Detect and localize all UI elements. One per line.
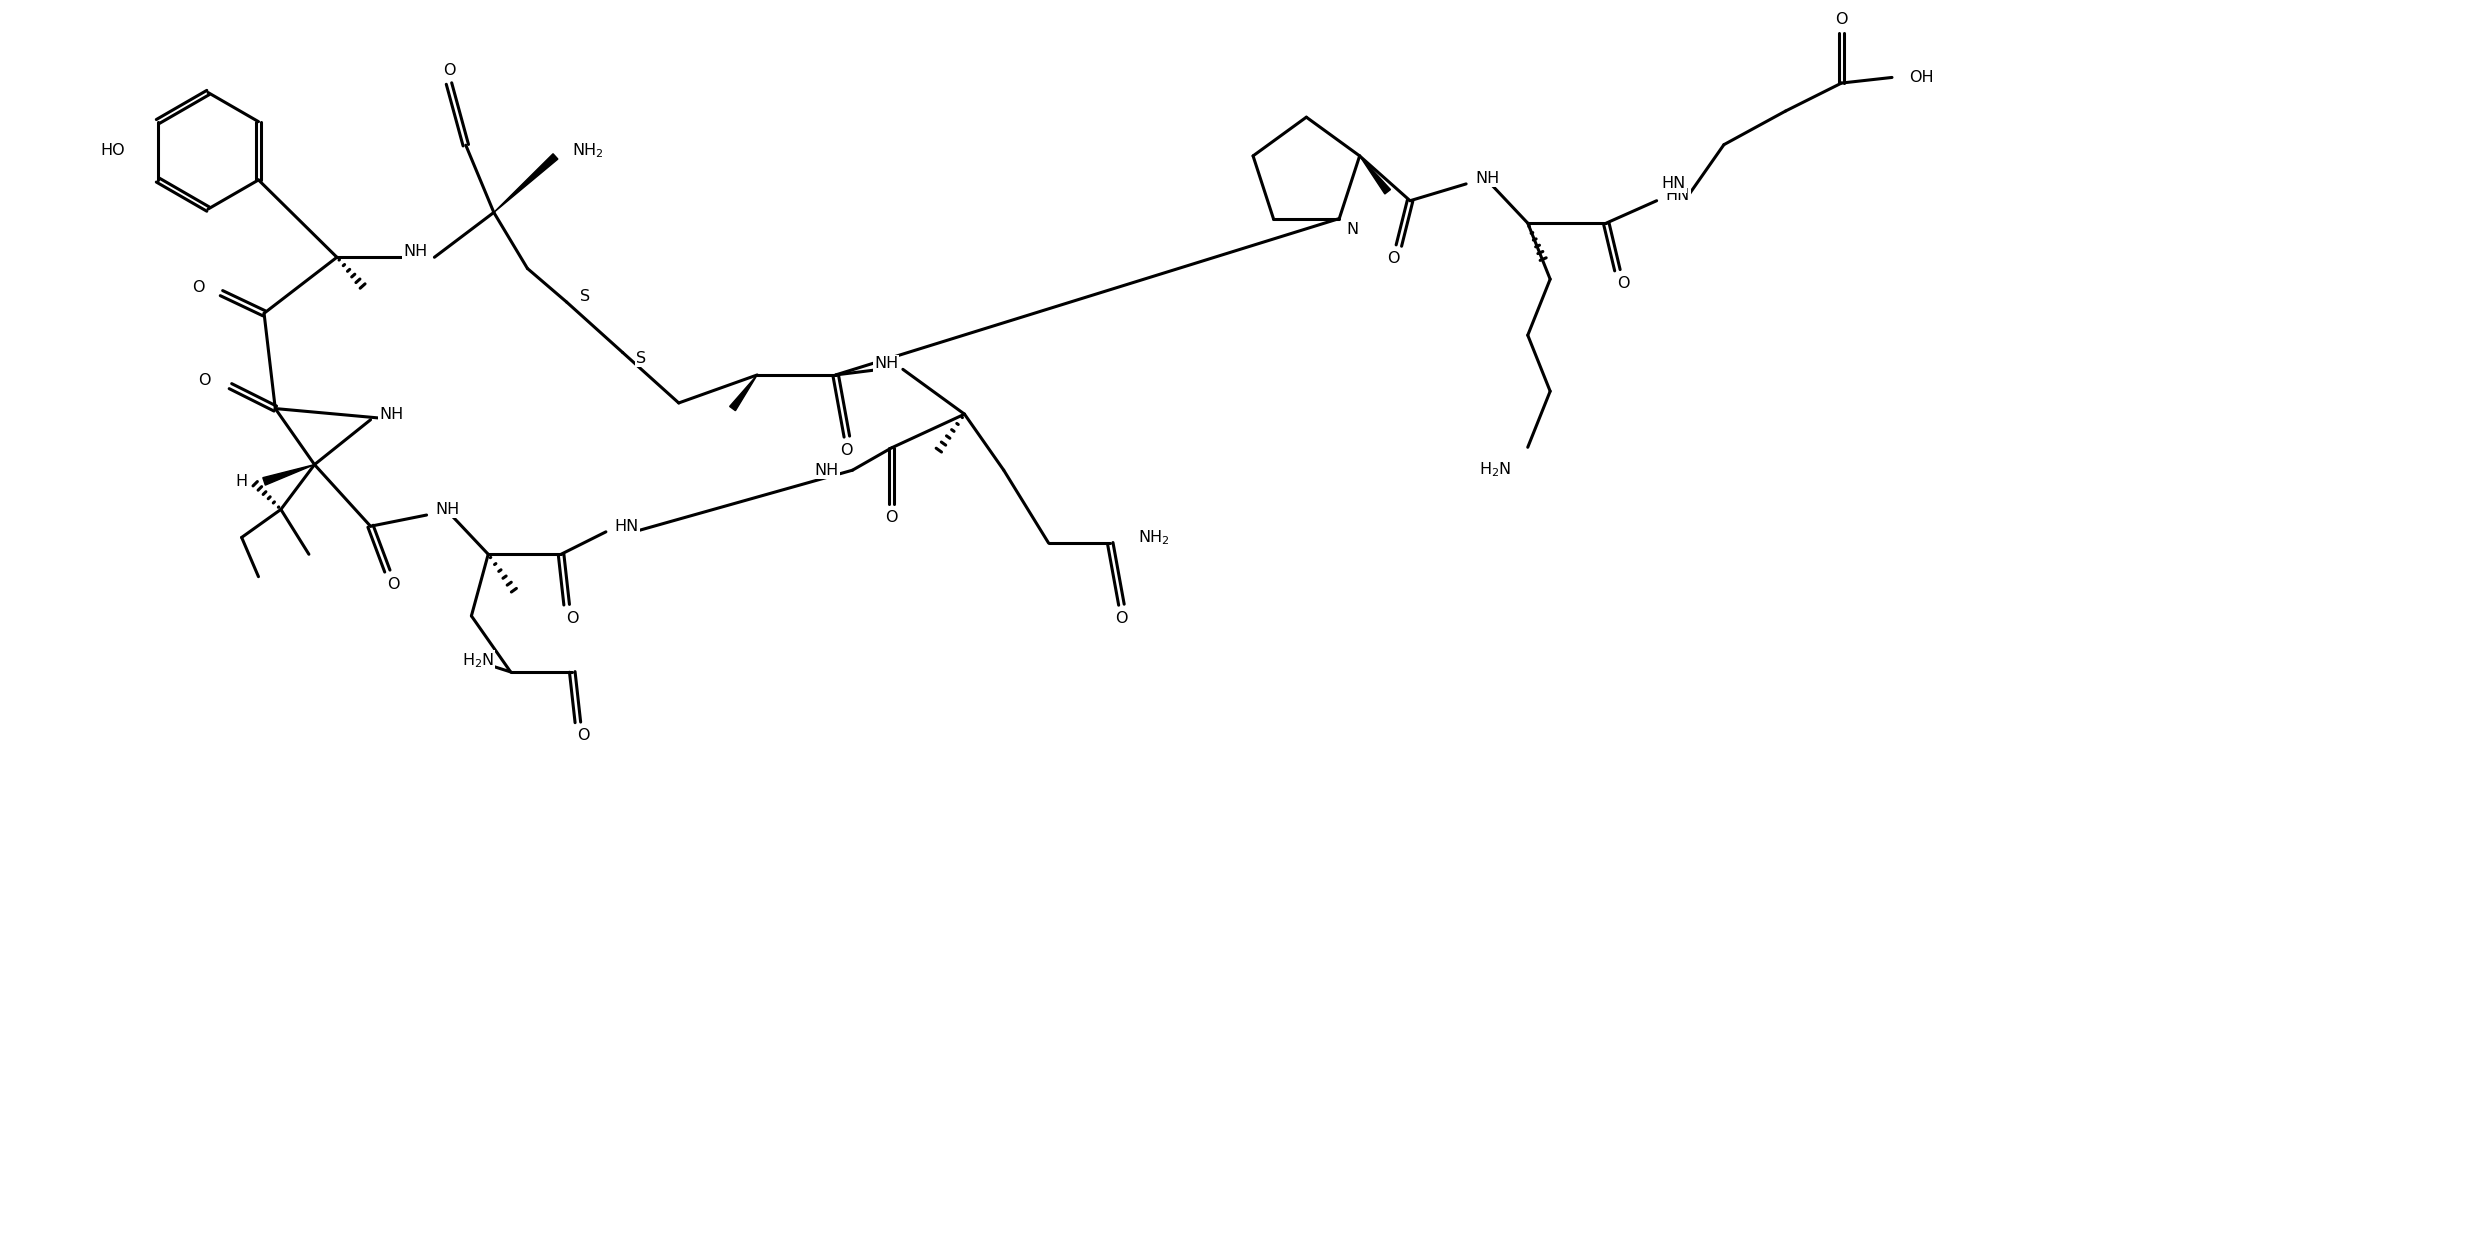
Polygon shape <box>730 375 757 410</box>
Text: O: O <box>442 62 456 77</box>
Polygon shape <box>493 154 558 213</box>
Text: O: O <box>1835 11 1848 26</box>
Text: O: O <box>197 373 210 388</box>
Text: O: O <box>565 610 580 625</box>
Polygon shape <box>1359 155 1391 194</box>
Text: O: O <box>387 577 400 592</box>
Text: NH: NH <box>873 357 898 372</box>
Text: NH$_2$: NH$_2$ <box>1137 528 1169 547</box>
Text: HN: HN <box>1665 188 1690 203</box>
Text: NH: NH <box>814 462 839 477</box>
Text: O: O <box>886 510 898 525</box>
Text: H: H <box>234 474 247 488</box>
Text: H$_2$N: H$_2$N <box>1478 460 1510 479</box>
Text: HN: HN <box>1660 177 1685 191</box>
Text: NH: NH <box>380 406 405 421</box>
Text: NH: NH <box>1475 170 1500 185</box>
Polygon shape <box>264 465 313 485</box>
Text: NH: NH <box>402 244 427 259</box>
Text: O: O <box>1115 610 1127 625</box>
Text: H$_2$N: H$_2$N <box>461 651 493 670</box>
Text: S: S <box>636 351 646 365</box>
Text: NH$_2$: NH$_2$ <box>572 142 604 160</box>
Text: S: S <box>580 288 590 305</box>
Text: OH: OH <box>1909 70 1934 85</box>
Text: O: O <box>192 280 205 295</box>
Text: HN: HN <box>614 518 639 533</box>
Text: N: N <box>1347 222 1359 237</box>
Text: O: O <box>1616 276 1628 291</box>
Text: HO: HO <box>101 143 126 158</box>
Text: O: O <box>1386 251 1399 266</box>
Text: O: O <box>841 443 854 457</box>
Text: NH: NH <box>437 502 459 517</box>
Text: O: O <box>577 728 590 743</box>
